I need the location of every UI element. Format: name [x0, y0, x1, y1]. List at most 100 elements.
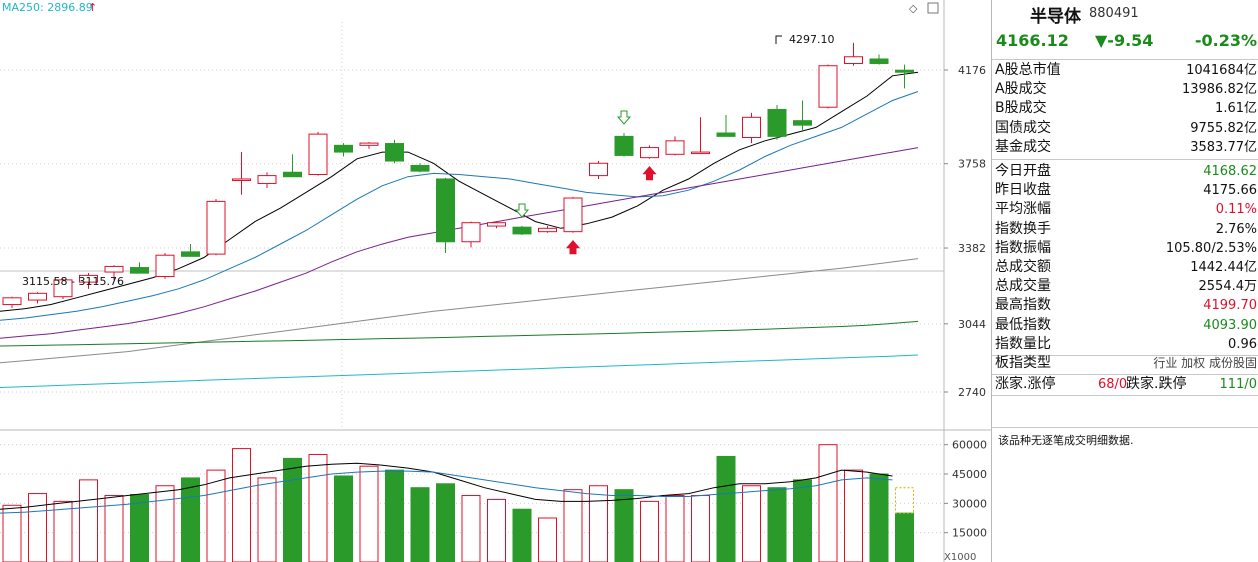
ma-line [0, 320, 919, 347]
volume-bar [818, 444, 838, 562]
volume-tick-label: 30000 [952, 497, 987, 510]
price-tick-label: 2740 [958, 386, 986, 399]
divider [992, 355, 1258, 356]
candle-body [461, 222, 481, 243]
price-change: ▼-9.54 [1095, 31, 1154, 50]
panel-row: 国债成交 9755.82亿 [992, 119, 1258, 138]
panel-row-label: 指数量比 [995, 335, 1051, 352]
volume-bar [359, 465, 379, 562]
ma-line [0, 91, 919, 321]
panel-row-value: 4168.62 [1203, 164, 1257, 179]
volume-bar [334, 475, 353, 562]
divider [992, 395, 1258, 396]
panel-row: 总成交额 1442.44亿 [992, 258, 1258, 277]
candle-body [614, 135, 634, 156]
price-tick-label: 4176 [958, 64, 986, 77]
panel-row-value: 4175.66 [1203, 183, 1257, 199]
panel-row-value: 1.61亿 [1215, 101, 1257, 117]
panel-row-label: 平均涨幅 [995, 201, 1051, 218]
volume-ma-line [0, 470, 893, 514]
volume-bar [232, 448, 251, 562]
panel-row-value: 9755.82亿 [1190, 120, 1257, 136]
volume-bar [512, 508, 532, 562]
candle-body [283, 171, 302, 178]
volume-bar [461, 495, 481, 562]
signal-down-icon [616, 110, 632, 125]
window-box-icon[interactable] [927, 2, 939, 14]
candle-body [436, 178, 455, 243]
panel-row-label: 国债成交 [995, 119, 1051, 136]
panel-row-label: 指数换手 [995, 220, 1051, 237]
percent-change: -0.23% [1194, 31, 1257, 50]
price-tick-label: 3044 [958, 318, 986, 331]
volume-ma-line [0, 462, 893, 510]
candle-body [487, 222, 506, 227]
index-rows: 今日开盘 4168.62 昨日收盘 4175.66 平均涨幅 0.11% 指数换手 2.76%… [992, 162, 1258, 354]
volume-bar [130, 494, 149, 562]
panel-row: 总成交量 2554.4万 [992, 277, 1258, 296]
candle-body [410, 165, 430, 172]
panel-row: 最低指数 4093.90 [992, 316, 1258, 335]
candle-body [869, 58, 889, 64]
low-price-label: 3115.58 - 3115.76 [22, 275, 124, 288]
volume-bar [793, 479, 812, 562]
price-tick-label: 3382 [958, 242, 986, 255]
panel-row-label: 基金成交 [995, 138, 1051, 155]
divider [992, 159, 1258, 160]
panel-row-label: B股成交 [995, 100, 1047, 117]
market-rows: A股总市值 1041684亿 A股成交 13986.82亿 B股成交 1.61亿 国债成交 9… [992, 61, 1258, 157]
candle-body [28, 292, 47, 301]
panel-row: 昨日收盘 4175.66 [992, 181, 1258, 200]
type-label: 板指类型 [995, 355, 1051, 371]
candle-body [742, 116, 761, 138]
panel-row: 基金成交 3583.77亿 [992, 138, 1258, 157]
candle-body [767, 108, 787, 137]
type-row: 板指类型 行业 加权 成份股固 [992, 354, 1258, 373]
divider [992, 427, 1258, 428]
candle-body [691, 151, 710, 155]
volume-bar [640, 500, 659, 562]
candlestick-chart: 4176 3758 3382 3044 2740 60000 45000 30000 15000… [0, 0, 991, 562]
panel-row-label: 昨日收盘 [995, 182, 1051, 199]
ma250-up-icon: ↑ [88, 1, 97, 14]
type-value[interactable]: 行业 加权 成份股固 [1153, 356, 1257, 370]
price-axis: 4176 3758 3382 3044 2740 60000 45000 30000 15000 [944, 64, 987, 540]
diamond-icon[interactable]: ◇ [909, 2, 918, 15]
breadth-up-label: 涨家.涨停 [995, 376, 1056, 392]
volume-bar [181, 477, 200, 562]
signal-arrows [514, 35, 782, 255]
volume-bar [436, 483, 455, 562]
panel-row-value: 2554.4万 [1198, 279, 1258, 295]
volume-projection [895, 487, 914, 514]
panel-row-label: A股成交 [995, 81, 1047, 98]
volume-tick-label: 15000 [952, 527, 987, 540]
volume-bar [257, 477, 277, 562]
candle-body [512, 226, 532, 235]
candle-body [385, 143, 404, 162]
panel-row: 最高指数 4199.70 [992, 296, 1258, 315]
breadth-row: 涨家.涨停 68/0 跌家.跌停 111/0 [992, 375, 1258, 394]
panel-row: 指数量比 0.96 [992, 335, 1258, 354]
volume-bar [104, 495, 124, 562]
volume-bar [53, 500, 73, 562]
volume-bars [2, 444, 914, 562]
candle-body [334, 144, 353, 153]
volume-bar [487, 498, 506, 562]
volume-bar [385, 469, 404, 562]
panel-row-label: 最高指数 [995, 297, 1051, 314]
volume-bar [716, 455, 736, 562]
candle-body [359, 142, 379, 146]
candle-body [640, 147, 659, 159]
last-price: 4166.12 [996, 31, 1069, 50]
volume-bar [742, 485, 761, 562]
panel-row-label: 总成交额 [995, 258, 1051, 275]
ma-line [0, 258, 919, 364]
volume-bar [283, 457, 302, 562]
candle-body [793, 120, 812, 126]
candle-body [2, 297, 22, 306]
price-tick-label: 3758 [958, 158, 986, 171]
candle-body [716, 132, 736, 137]
volume-bar [206, 469, 226, 562]
volume-bar [563, 489, 583, 562]
volume-bar [614, 489, 634, 562]
